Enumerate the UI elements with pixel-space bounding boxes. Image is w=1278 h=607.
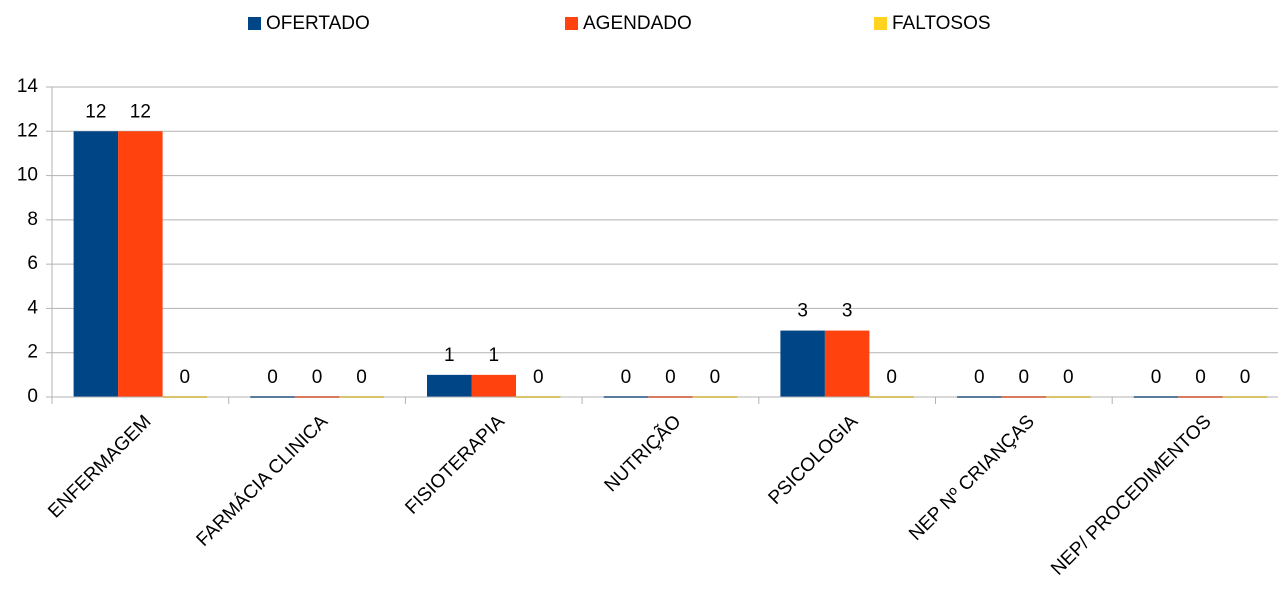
x-tick-label: PSICOLOGIA — [765, 411, 863, 509]
data-label: 0 — [621, 367, 632, 388]
data-label: 0 — [267, 367, 278, 388]
data-label: 1 — [444, 345, 455, 366]
data-label: 3 — [842, 301, 853, 322]
bar — [471, 374, 516, 397]
x-tick-label: FARMÁCIA CLINICA — [193, 411, 333, 551]
data-label: 0 — [1195, 367, 1206, 388]
y-tick-label: 12 — [17, 120, 38, 141]
y-tick-label: 4 — [27, 297, 38, 318]
data-label: 0 — [710, 367, 721, 388]
y-tick-label: 0 — [27, 386, 38, 407]
x-tick-label: NEP Nº CRIANÇAS — [905, 411, 1039, 545]
data-label: 0 — [665, 367, 676, 388]
bar — [118, 131, 163, 398]
x-tick-label: ENFERMAGEM — [44, 411, 155, 522]
y-tick-label: 2 — [27, 342, 38, 363]
data-label: 12 — [130, 101, 151, 122]
data-label: 0 — [356, 367, 367, 388]
data-label: 3 — [797, 301, 808, 322]
data-label: 0 — [974, 367, 985, 388]
data-label: 0 — [1151, 367, 1162, 388]
data-label: 0 — [886, 367, 897, 388]
legend-swatch — [874, 17, 887, 30]
bar — [73, 131, 119, 398]
data-label: 0 — [533, 367, 544, 388]
y-tick-label: 14 — [17, 76, 39, 97]
legend-swatch — [565, 17, 578, 30]
data-label: 0 — [1240, 367, 1251, 388]
data-label: 0 — [312, 367, 323, 388]
data-label: 0 — [180, 367, 191, 388]
y-tick-label: 6 — [27, 253, 38, 274]
x-tick-label: FISIOTERAPIA — [401, 411, 509, 519]
data-label: 12 — [85, 101, 106, 122]
legend-label: OFERTADO — [266, 13, 370, 34]
bar — [427, 374, 472, 397]
x-tick-label: NEP/ PROCEDIMENTOS — [1047, 411, 1215, 579]
data-label: 1 — [488, 345, 499, 366]
y-tick-label: 8 — [27, 209, 38, 230]
data-label: 0 — [1019, 367, 1030, 388]
bar — [824, 330, 870, 397]
bar — [780, 330, 825, 397]
x-tick-label: NUTRIÇÃO — [600, 411, 686, 497]
legend-swatch — [248, 17, 261, 30]
legend-label: AGENDADO — [583, 13, 692, 34]
legend-label: FALTOSOS — [892, 13, 991, 34]
y-tick-label: 10 — [17, 165, 38, 186]
data-label: 0 — [1063, 367, 1074, 388]
